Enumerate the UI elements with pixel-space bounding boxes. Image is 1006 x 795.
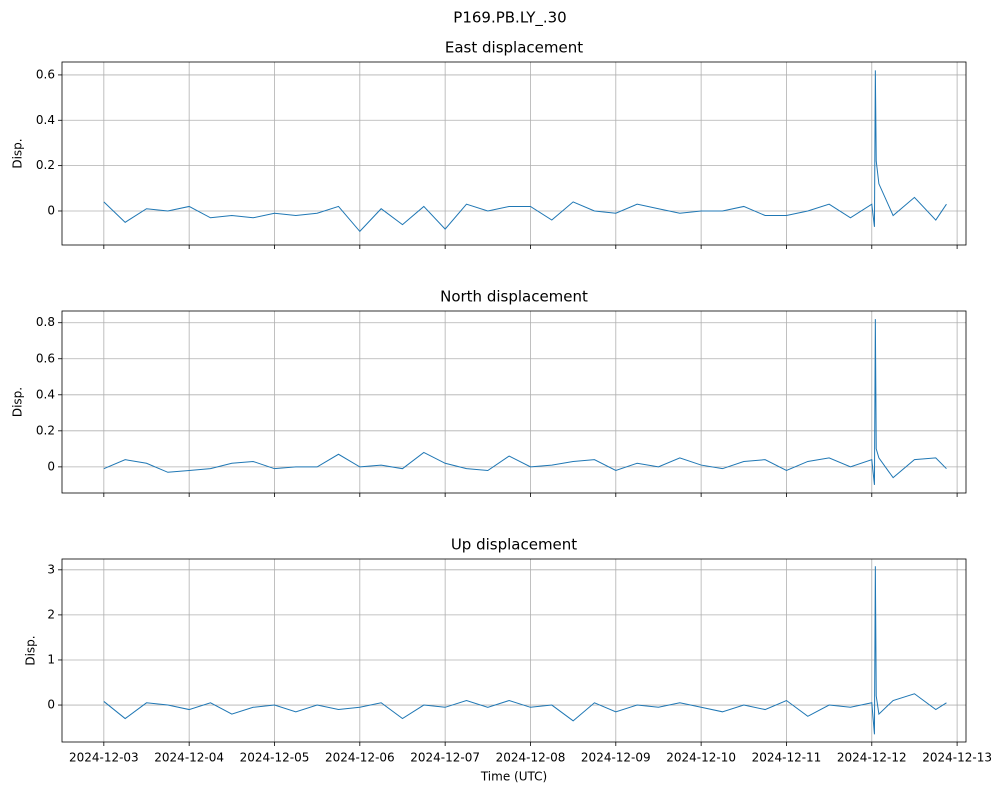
y-tick-label: 0.2 <box>36 158 55 172</box>
data-line <box>103 566 947 735</box>
y-tick-label: 2 <box>47 607 55 621</box>
plot-area <box>103 566 947 735</box>
axes-title: Up displacement <box>451 536 577 554</box>
y-tick-label: 0 <box>47 698 55 712</box>
y-tick-label: 0 <box>47 203 55 217</box>
figure-title: P169.PB.LY_.30 <box>453 9 566 28</box>
x-tick-label: 2024-12-03 <box>69 751 139 765</box>
axes-title: North displacement <box>440 288 588 306</box>
axes-title: East displacement <box>445 39 583 57</box>
x-tick-label: 2024-12-10 <box>666 751 736 765</box>
y-tick-label: 0.6 <box>36 351 55 365</box>
x-tick-label: 2024-12-11 <box>752 751 822 765</box>
x-tick-label: 2024-12-12 <box>837 751 907 765</box>
x-axis-label: Time (UTC) <box>480 770 547 784</box>
y-tick-label: 3 <box>47 562 55 576</box>
x-tick-label: 2024-12-13 <box>922 751 992 765</box>
y-axis-label: Disp. <box>11 138 25 168</box>
x-tick-label: 2024-12-07 <box>410 751 480 765</box>
axes-frame <box>61 558 967 743</box>
y-tick-label: 0.4 <box>36 387 55 401</box>
y-tick-label: 0 <box>47 459 55 473</box>
y-tick-label: 0.6 <box>36 67 55 81</box>
y-axis-label: Disp. <box>24 635 38 665</box>
plot-area <box>103 319 947 485</box>
data-line <box>103 319 947 485</box>
axes-frame <box>61 61 967 246</box>
plot-area <box>103 70 947 233</box>
axes-frame <box>61 310 967 494</box>
x-tick-label: 2024-12-05 <box>240 751 310 765</box>
y-tick-label: 1 <box>47 652 55 666</box>
x-tick-label: 2024-12-08 <box>496 751 566 765</box>
x-tick-label: 2024-12-09 <box>581 751 651 765</box>
y-tick-label: 0.2 <box>36 423 55 437</box>
data-line <box>103 70 947 233</box>
y-tick-label: 0.4 <box>36 113 55 127</box>
x-tick-label: 2024-12-04 <box>154 751 224 765</box>
x-tick-label: 2024-12-06 <box>325 751 395 765</box>
y-axis-label: Disp. <box>11 387 25 417</box>
y-tick-label: 0.8 <box>36 315 55 329</box>
